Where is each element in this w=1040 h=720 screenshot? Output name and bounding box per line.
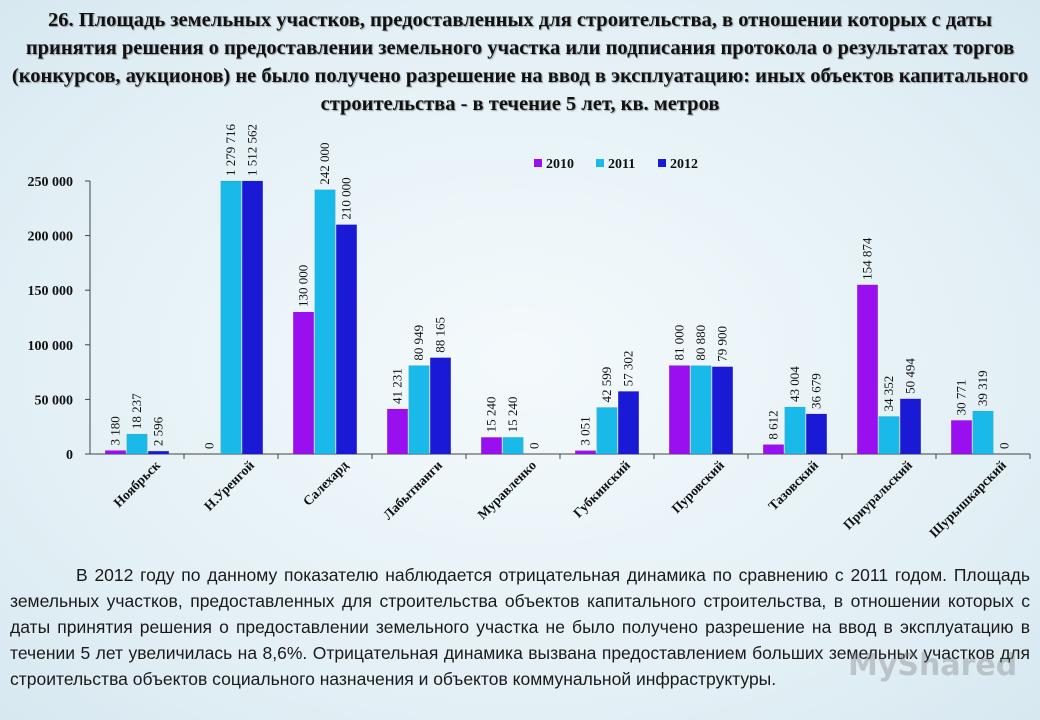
y-tick-label: 100 000 — [28, 339, 74, 354]
bar-2011 — [972, 410, 994, 455]
bar-2010 — [951, 420, 972, 455]
description-text: В 2012 году по данному показателю наблюд… — [10, 562, 1030, 692]
category-label: Салехард — [300, 457, 351, 508]
bar-2012 — [336, 224, 357, 455]
bar-2011 — [220, 180, 242, 455]
data-label-2012: 0 — [997, 443, 1012, 450]
category-label: Губкинский — [570, 457, 633, 520]
chart-title: 26. Площадь земельных участков, предоста… — [11, 9, 1029, 115]
data-label-2011: 80 880 — [693, 325, 708, 361]
chart-legend: 2010 2011 2012 — [534, 157, 698, 172]
category-label: Н.Уренгой — [201, 457, 257, 513]
watermark: MyShared — [848, 648, 1018, 683]
data-label-2012: 210 000 — [339, 177, 354, 219]
y-tick-label: 0 — [66, 448, 73, 463]
data-label-2011: 43 004 — [787, 366, 802, 402]
category-label: Ноябрьск — [110, 457, 163, 510]
data-label-2010: 41 231 — [390, 368, 405, 404]
data-label-2011: 18 237 — [129, 393, 144, 429]
data-label-2010: 0 — [202, 443, 217, 450]
data-label-2011: 1 279 716 — [223, 124, 238, 177]
bar-2011 — [314, 189, 336, 455]
chart-data-labels: 3 180 18 237 2 596 0 1 279 716 1 512 562 130 0… — [108, 124, 1012, 450]
category-label: Пуровский — [668, 457, 727, 516]
chart-bars — [105, 180, 994, 455]
chart-category-labels: Ноябрьск Н.Уренгой Салехард Лабытнанги Мурав… — [110, 457, 1009, 540]
legend-label-2012: 2012 — [670, 157, 698, 172]
category-label: Тазовский — [765, 457, 821, 513]
data-label-2010: 3 180 — [108, 416, 123, 445]
category-label: Лабытнанги — [380, 457, 445, 522]
bar-2010 — [857, 284, 878, 455]
data-label-2010: 30 771 — [954, 380, 969, 416]
bar-2010 — [669, 365, 690, 455]
bar-2010 — [575, 450, 596, 455]
data-label-2011: 80 949 — [411, 325, 426, 361]
data-label-2011: 42 599 — [599, 367, 614, 403]
legend-swatch-2011 — [596, 159, 604, 167]
bar-chart: 0 50 000 100 000 150 000 200 000 250 000 3 18… — [28, 124, 1031, 540]
bar-2010 — [763, 444, 784, 455]
y-tick-label: 150 000 — [28, 284, 74, 299]
data-label-2012: 79 900 — [715, 326, 730, 362]
data-label-2011: 39 319 — [975, 370, 990, 406]
bar-2012 — [242, 180, 263, 455]
bar-2010 — [481, 437, 502, 455]
data-label-2011: 34 352 — [881, 376, 896, 412]
y-tick-label: 50 000 — [35, 393, 74, 408]
bar-2010 — [387, 408, 408, 455]
data-label-2012: 1 512 562 — [245, 124, 260, 176]
data-label-2010: 3 051 — [578, 416, 593, 445]
category-label: Муравленко — [474, 457, 539, 522]
data-label-2010: 8 612 — [766, 410, 781, 439]
bar-2012 — [900, 398, 921, 455]
category-label: Шурышкарский — [926, 457, 1009, 540]
bar-2011 — [690, 365, 712, 455]
bar-2012 — [148, 450, 169, 455]
data-label-2010: 130 000 — [296, 265, 311, 307]
bar-2012 — [712, 366, 733, 455]
y-tick-label: 200 000 — [28, 230, 74, 245]
bar-2012 — [618, 391, 639, 455]
bar-2011 — [408, 365, 430, 455]
data-label-2012: 0 — [527, 443, 542, 450]
bar-2012 — [430, 357, 451, 455]
data-label-2011: 242 000 — [317, 142, 332, 184]
data-label-2012: 57 302 — [621, 351, 636, 387]
data-label-2010: 81 000 — [672, 325, 687, 361]
y-tick-label: 250 000 — [28, 175, 74, 190]
data-label-2011: 15 240 — [505, 397, 520, 433]
data-label-2012: 50 494 — [903, 358, 918, 394]
data-label-2012: 88 165 — [433, 317, 448, 353]
data-label-2012: 2 596 — [151, 416, 166, 446]
bar-2011 — [126, 433, 148, 455]
category-label: Приуральский — [840, 457, 915, 532]
description-paragraph: В 2012 году по данному показателю наблюд… — [10, 565, 1030, 689]
bar-2011 — [596, 407, 618, 455]
bar-2012 — [806, 413, 827, 455]
legend-label-2011: 2011 — [608, 157, 635, 172]
data-label-2012: 36 679 — [809, 373, 824, 409]
data-label-2010: 15 240 — [484, 397, 499, 433]
legend-label-2010: 2010 — [546, 157, 574, 172]
bar-2010 — [293, 311, 314, 455]
chart-axes: 0 50 000 100 000 150 000 200 000 250 000 — [28, 175, 1031, 463]
data-label-2010: 154 874 — [860, 237, 875, 280]
bar-2011 — [502, 437, 524, 455]
legend-swatch-2010 — [534, 159, 542, 167]
bar-2011 — [784, 406, 806, 455]
bar-2011 — [878, 416, 900, 455]
legend-swatch-2012 — [658, 159, 666, 167]
bar-2010 — [105, 450, 126, 455]
